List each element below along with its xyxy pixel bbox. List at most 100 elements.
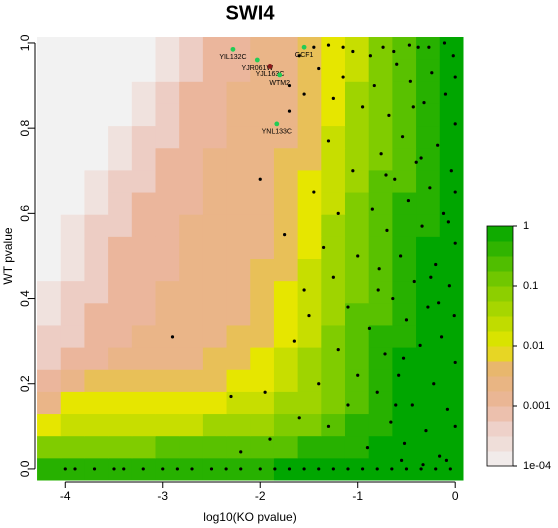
heat-cell [60, 280, 85, 304]
heat-cell [439, 192, 464, 215]
heat-cell [202, 457, 228, 481]
heat-cell [108, 280, 133, 304]
heat-cell [60, 147, 85, 171]
heat-cell [60, 214, 85, 237]
heat-cell [250, 192, 275, 215]
point [432, 382, 436, 386]
point [370, 207, 374, 211]
point [302, 92, 306, 96]
heat-cell [179, 302, 204, 326]
heat-cell [131, 125, 156, 149]
highlight-label: YJL163C [256, 71, 285, 78]
heat-cell [226, 258, 251, 282]
heat-cell [60, 457, 85, 481]
heat-cell [226, 302, 251, 326]
heat-cell [60, 302, 85, 326]
heat-cell [179, 192, 204, 215]
point [292, 339, 296, 343]
heat-cell [439, 169, 464, 193]
heat-cell [392, 192, 417, 215]
point [453, 122, 457, 126]
point [367, 326, 372, 330]
heat-cell [321, 302, 346, 326]
heat-cell [226, 347, 251, 370]
point [401, 356, 406, 360]
heat-cell [60, 347, 85, 370]
highlight-label: WTM2 [269, 80, 290, 87]
heat-cell [368, 435, 393, 459]
heat-cell [226, 37, 251, 60]
heat-cell [416, 324, 441, 348]
heat-cell [439, 147, 464, 171]
colorbar-step [487, 331, 513, 347]
heat-cell [108, 169, 133, 193]
heat-cell [60, 258, 85, 282]
point [375, 390, 379, 394]
heat-cell [368, 81, 393, 104]
heat-cell [202, 169, 228, 193]
heat-cell [60, 37, 85, 60]
heat-cell [416, 280, 441, 304]
heat-cell [297, 125, 322, 149]
point [419, 156, 423, 160]
point [441, 211, 446, 215]
point [112, 467, 116, 471]
highlight-label: GCF1 [295, 52, 314, 59]
heat-cell [392, 391, 417, 415]
heat-cell [297, 347, 322, 370]
heat-cell [250, 457, 275, 481]
heat-cell [439, 302, 464, 326]
heat-cell [416, 413, 441, 437]
heat-cell [368, 324, 393, 348]
heat-cell [344, 258, 370, 282]
heat-cell [155, 236, 180, 259]
heat-cell [155, 169, 180, 193]
point [351, 49, 355, 54]
heat-cell [202, 147, 228, 171]
heat-cell [439, 369, 464, 392]
heat-cell [297, 192, 322, 215]
heat-cell [179, 435, 204, 459]
heat-cell [416, 81, 441, 104]
point [407, 43, 411, 47]
heat-cell [250, 280, 275, 304]
heat-cell [131, 258, 156, 282]
heat-cell [416, 103, 441, 127]
heat-cell [155, 214, 180, 237]
heat-cell [250, 169, 275, 193]
heat-cell [250, 214, 275, 237]
point [287, 83, 292, 88]
heat-cell [368, 413, 393, 437]
highlight-label: YJR061W [242, 65, 274, 72]
heat-cell [131, 324, 156, 348]
heat-cell [155, 324, 180, 348]
heat-cell [321, 169, 346, 193]
heat-cell [202, 324, 228, 348]
heat-cell [155, 347, 180, 370]
heat-cell [84, 103, 109, 127]
point [302, 288, 306, 292]
heat-cell [179, 103, 204, 127]
heat-cell [226, 413, 251, 437]
heat-cell [60, 435, 85, 459]
heat-cell [84, 435, 109, 459]
heat-cell [202, 236, 228, 259]
point [446, 220, 450, 224]
heat-cell [344, 435, 370, 459]
x-tick-label: -4 [60, 489, 71, 503]
heat-cell [108, 347, 133, 370]
point [442, 41, 447, 45]
heat-cell [179, 59, 204, 82]
point [438, 454, 442, 458]
heat-cell [439, 103, 464, 127]
heat-cell [439, 37, 464, 60]
point [385, 228, 389, 232]
heat-cell [321, 347, 346, 370]
heat-cell [108, 457, 133, 481]
heat-cell [392, 103, 417, 127]
y-axis-label: WT pvalue [1, 227, 15, 284]
heat-cell [297, 391, 322, 415]
point [402, 441, 407, 445]
heat-cell [273, 347, 299, 370]
point [372, 83, 376, 88]
